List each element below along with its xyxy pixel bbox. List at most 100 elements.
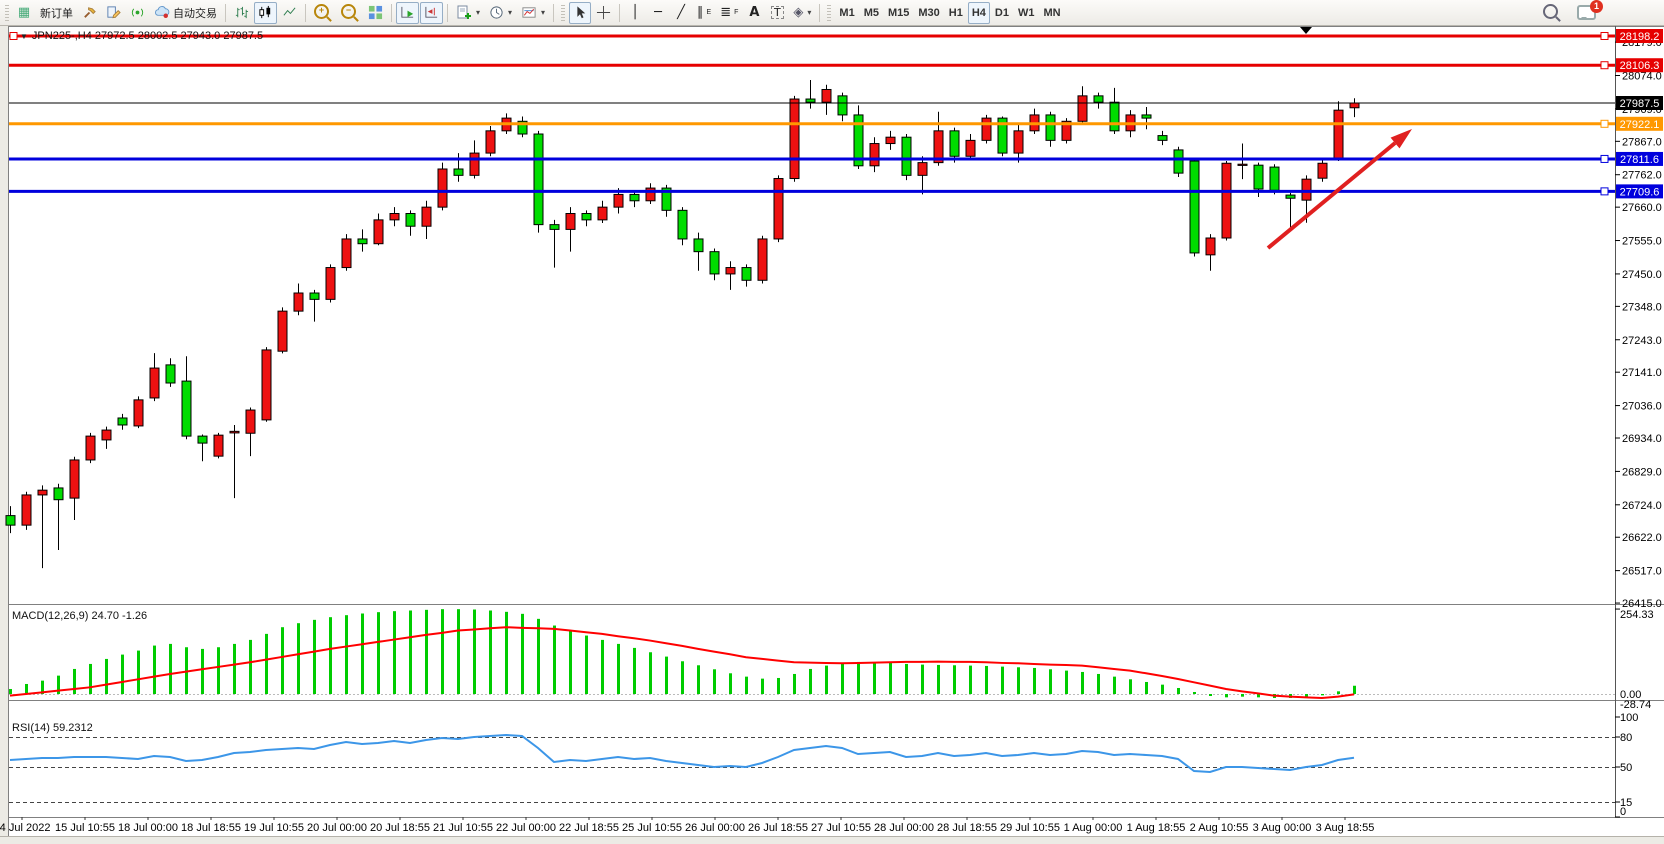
zoom-in-button[interactable]: + [310, 2, 336, 24]
tf-button-h1[interactable]: H1 [948, 6, 963, 19]
tf-button-h4[interactable]: H4 [967, 1, 990, 24]
candle [37, 489, 48, 496]
new-order-button[interactable]: 新订单 [36, 2, 77, 24]
auto-trading-label: 自动交易 [173, 7, 217, 20]
toolbar-grip[interactable] [561, 4, 566, 21]
macd-histogram-bar [393, 611, 396, 694]
editor-button[interactable] [102, 2, 125, 24]
tf-button-m15[interactable]: M15 [887, 6, 910, 19]
candle [405, 213, 416, 227]
time-label: 27 Jul 10:55 [811, 822, 871, 834]
macd-histogram-bar [841, 663, 844, 694]
macd-histogram-bar [1241, 694, 1244, 697]
equidistant-channel-icon: ∥ [697, 5, 704, 20]
zoom-in-icon: + [314, 3, 329, 19]
candlestick-mode-button[interactable] [254, 1, 277, 24]
candle [197, 435, 208, 444]
candle [5, 515, 16, 526]
line-endpoint-handle[interactable] [1600, 154, 1609, 163]
candle [341, 238, 352, 269]
candle [917, 162, 928, 176]
price-badge [1616, 29, 1663, 43]
equidistant-channel-tool-button[interactable]: ∥ E [693, 2, 715, 24]
candlestick-icon [259, 5, 271, 19]
metaeditor-hammer-button[interactable] [78, 2, 101, 24]
chat-bubble-icon: 1 [1577, 0, 1603, 20]
toolbar-grip[interactable] [827, 4, 832, 21]
line-endpoint-handle[interactable] [1600, 119, 1609, 128]
macd-histogram-bar [809, 668, 812, 694]
crosshair-tool-button[interactable] [592, 2, 615, 24]
price-tick-label: 26829.0 [1622, 466, 1662, 478]
chart-shift-button[interactable] [420, 1, 443, 24]
zoom-out-button[interactable]: − [337, 2, 363, 24]
cursor-tool-button[interactable] [569, 1, 592, 24]
macd-histogram-bar [1145, 681, 1148, 694]
notifications-button[interactable]: 1 [1573, 0, 1603, 24]
macd-histogram-bar [121, 654, 124, 694]
macd-histogram-bar [1161, 684, 1164, 694]
candle [613, 193, 624, 208]
macd-histogram-bar [297, 623, 300, 694]
candle [517, 120, 528, 135]
dropdown-caret-icon[interactable]: ▾ [807, 8, 812, 17]
candle [421, 206, 432, 227]
horizontal-line-tool-button[interactable]: ─ [647, 2, 669, 24]
charts-menu-icon[interactable]: ▦ [13, 2, 35, 24]
tf-button-mn[interactable]: MN [1043, 6, 1061, 19]
candle [85, 435, 96, 461]
indicators-button[interactable]: ▾ [452, 2, 484, 24]
price-badge [1616, 151, 1663, 166]
macd-histogram-bar [1001, 666, 1004, 694]
tf-button-m1[interactable]: M1 [839, 6, 855, 19]
line-chart-mode-button[interactable] [278, 2, 301, 24]
tf-button-d1[interactable]: D1 [994, 6, 1009, 19]
trend-arrow-head[interactable] [1390, 129, 1412, 149]
trend-arrow[interactable] [1266, 141, 1397, 250]
line-endpoint-handle[interactable] [1600, 32, 1609, 40]
dropdown-caret-icon[interactable]: ▾ [476, 8, 481, 17]
line-endpoint-handle[interactable] [9, 32, 18, 40]
auto-scroll-button[interactable] [396, 1, 419, 24]
toolbar-separator [225, 3, 226, 22]
time-label: 20 Jul 00:00 [307, 822, 367, 834]
template-button[interactable]: ▾ [517, 2, 549, 24]
toolbar-grip[interactable] [5, 4, 9, 21]
price-tick-label: 26934.0 [1622, 433, 1662, 445]
candle [645, 187, 656, 202]
tf-button-m5[interactable]: M5 [863, 6, 879, 19]
signals-button[interactable] [126, 2, 149, 24]
line-endpoint-handle[interactable] [1600, 61, 1609, 70]
text-tool-button[interactable]: A [743, 2, 765, 24]
auto-trading-button[interactable]: 自动交易 [150, 2, 221, 24]
dropdown-caret-icon[interactable]: ▾ [541, 8, 546, 17]
bar-chart-mode-button[interactable] [230, 2, 253, 24]
candle [469, 152, 480, 176]
price-axis[interactable]: 28179.028074.027969.027867.027762.027660… [1615, 29, 1663, 610]
macd-histogram-bar [233, 643, 236, 694]
line-endpoint-handle[interactable] [1600, 187, 1609, 196]
search-button[interactable] [1539, 2, 1565, 24]
time-label: 26 Jul 00:00 [685, 822, 745, 834]
candle [213, 434, 224, 457]
tf-button-m30[interactable]: M30 [918, 6, 940, 19]
toolbar-separator [391, 3, 392, 22]
macd-histogram-bar [1049, 669, 1052, 694]
candle [901, 136, 912, 176]
periods-button[interactable]: ▾ [485, 2, 516, 24]
tile-windows-button[interactable] [364, 2, 387, 24]
tf-button-w1[interactable]: W1 [1017, 6, 1035, 19]
dropdown-caret-icon[interactable]: ▾ [508, 8, 513, 17]
fibonacci-tool-button[interactable]: ≣ F [716, 2, 742, 24]
auto-scroll-icon [401, 6, 414, 18]
macd-histogram-bar [697, 665, 700, 694]
text-label-tool-button[interactable]: T [766, 2, 788, 24]
shapes-tool-button[interactable]: ◈ ▾ [789, 2, 815, 24]
candle [1269, 166, 1280, 191]
macd-histogram-bar [409, 610, 412, 694]
trendline-tool-button[interactable]: ╱ [670, 2, 692, 24]
vertical-line-tool-button[interactable]: │ [624, 2, 646, 24]
candle [1317, 162, 1328, 179]
